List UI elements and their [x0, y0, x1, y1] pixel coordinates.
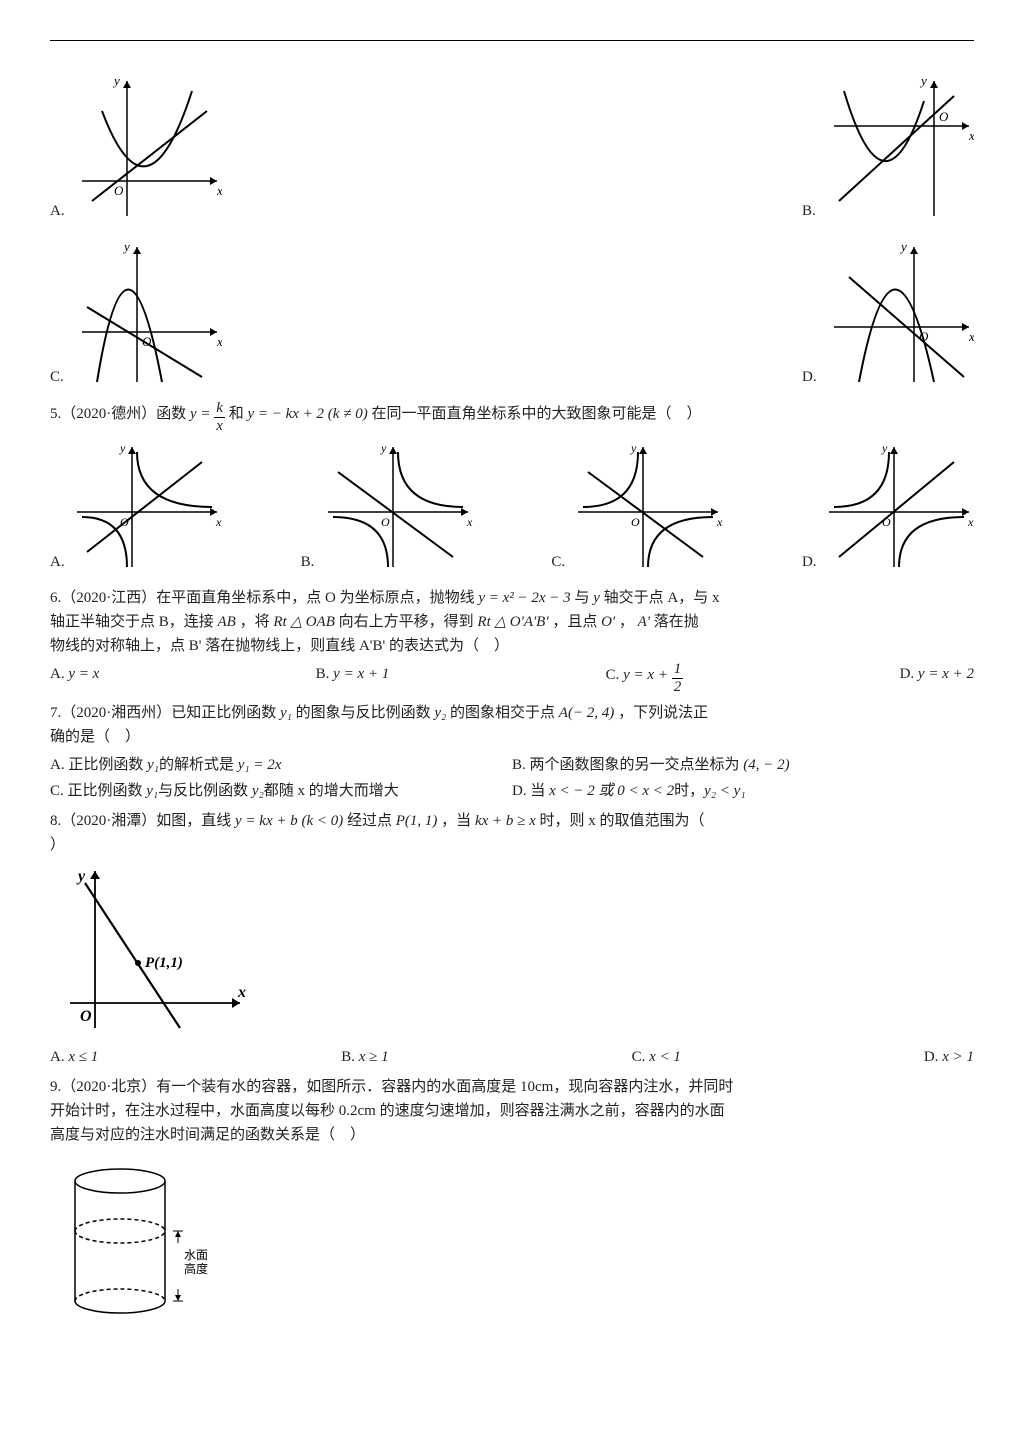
q5-opt-b: B. x y O — [301, 442, 473, 580]
svg-text:y: y — [899, 239, 907, 254]
q4-opt-d: D. x y O — [802, 237, 974, 395]
q6-options: A. y = x B. y = x + 1 C. y = x + 12 D. y… — [50, 662, 974, 695]
graph-a-icon: x y O — [72, 71, 222, 229]
svg-text:x: x — [216, 183, 222, 198]
svg-text:y: y — [122, 239, 130, 254]
q8-opt-b: B. x ≥ 1 — [341, 1045, 388, 1069]
q8-options: A. x ≤ 1 B. x ≥ 1 C. x < 1 D. x > 1 — [50, 1045, 974, 1069]
q5-opt-c: C. x y O — [551, 442, 723, 580]
hyperbola-d-icon: x y O — [824, 442, 974, 580]
svg-text:y: y — [630, 442, 637, 455]
q8-opt-d: D. x > 1 — [924, 1045, 974, 1069]
opt-label: A. — [50, 199, 68, 229]
q5-opt-a: A. x y O — [50, 442, 222, 580]
q4-opt-c: C. x y O — [50, 237, 222, 395]
q5-options: A. x y O B. x y — [50, 442, 974, 580]
q5-opt-d: D. x y O — [802, 442, 974, 580]
q6: 6.（2020·江西）在平面直角坐标系中，点 O 为坐标原点，抛物线 y = x… — [50, 586, 974, 658]
q8-figure: y x O P(1,1) — [60, 863, 974, 1041]
svg-text:x: x — [237, 984, 246, 1001]
svg-text:O: O — [80, 1008, 92, 1025]
svg-text:y: y — [76, 868, 86, 885]
q7: 7.（2020·湘西州）已知正比例函数 y₁ 的图象与反比例函数 y₂ 的图象相… — [50, 701, 974, 749]
graph-d-icon: x y O — [824, 237, 974, 395]
opt-label: B. — [802, 199, 820, 229]
q8: 8.（2020·湘潭）如图，直线 y = kx + b (k < 0) 经过点 … — [50, 809, 974, 857]
opt-label: D. — [802, 365, 820, 395]
q5-source: 5.（2020·德州）函数 — [50, 406, 190, 422]
q7-opt-b: B. 两个函数图象的另一交点坐标为 (4, − 2) — [512, 753, 974, 777]
q7-opt-d: D. 当 x < − 2 或 0 < x < 2时，y₂ < y₁ — [512, 779, 974, 803]
hyperbola-b-icon: x y O — [323, 442, 473, 580]
q7-opt-c: C. 正比例函数 y₁与反比例函数 y₂都随 x 的增大而增大 — [50, 779, 512, 803]
cyl-label-1: 水面 — [184, 1248, 208, 1262]
q5-f2: y = − kx + 2 (k ≠ 0) — [247, 406, 367, 422]
svg-text:x: x — [968, 128, 974, 143]
svg-text:y: y — [380, 442, 387, 455]
svg-text:x: x — [466, 515, 473, 529]
svg-text:y: y — [112, 73, 120, 88]
q5-f1: y = — [190, 406, 214, 422]
top-rule — [50, 40, 974, 41]
svg-text:O: O — [114, 183, 124, 198]
q4-opt-a: A. x y O — [50, 71, 222, 229]
q5: 5.（2020·德州）函数 y = k x 和 y = − kx + 2 (k … — [50, 401, 974, 434]
q4-options: A. x y O B. x y — [50, 71, 974, 229]
svg-text:y: y — [881, 442, 888, 455]
svg-text:x: x — [968, 329, 974, 344]
q6-opt-b: B. y = x + 1 — [316, 662, 390, 695]
svg-text:O: O — [631, 515, 640, 529]
q9-figure: 水面 高度 — [60, 1161, 974, 1329]
svg-text:x: x — [716, 515, 723, 529]
graph-c-icon: x y O — [72, 237, 222, 395]
svg-text:y: y — [119, 442, 126, 455]
cyl-label-2: 高度 — [184, 1261, 208, 1276]
q8-opt-a: A. x ≤ 1 — [50, 1045, 98, 1069]
q6-opt-c: C. y = x + 12 — [606, 662, 684, 695]
q9: 9.（2020·北京）有一个装有水的容器，如图所示．容器内的水面高度是 10cm… — [50, 1075, 974, 1147]
svg-text:O: O — [381, 515, 390, 529]
graph-b-icon: x y O — [824, 71, 974, 229]
q5-frac: k x — [214, 401, 225, 434]
q6-opt-d: D. y = x + 2 — [900, 662, 974, 695]
hyperbola-a-icon: x y O — [72, 442, 222, 580]
hyperbola-c-icon: x y O — [573, 442, 723, 580]
opt-label: C. — [50, 365, 68, 395]
q4-options-2: C. x y O D. x y — [50, 237, 974, 395]
q7-options: A. 正比例函数 y₁的解析式是 y₁ = 2x B. 两个函数图象的另一交点坐… — [50, 753, 974, 803]
q7-opt-a: A. 正比例函数 y₁的解析式是 y₁ = 2x — [50, 753, 512, 777]
q8-opt-c: C. x < 1 — [632, 1045, 681, 1069]
q6-opt-a: A. y = x — [50, 662, 99, 695]
svg-text:P(1,1): P(1,1) — [145, 955, 183, 971]
svg-text:x: x — [215, 515, 222, 529]
svg-text:O: O — [939, 109, 949, 124]
svg-text:x: x — [967, 515, 974, 529]
svg-text:y: y — [919, 73, 927, 88]
q4-opt-b: B. x y O — [802, 71, 974, 229]
svg-text:x: x — [216, 334, 222, 349]
